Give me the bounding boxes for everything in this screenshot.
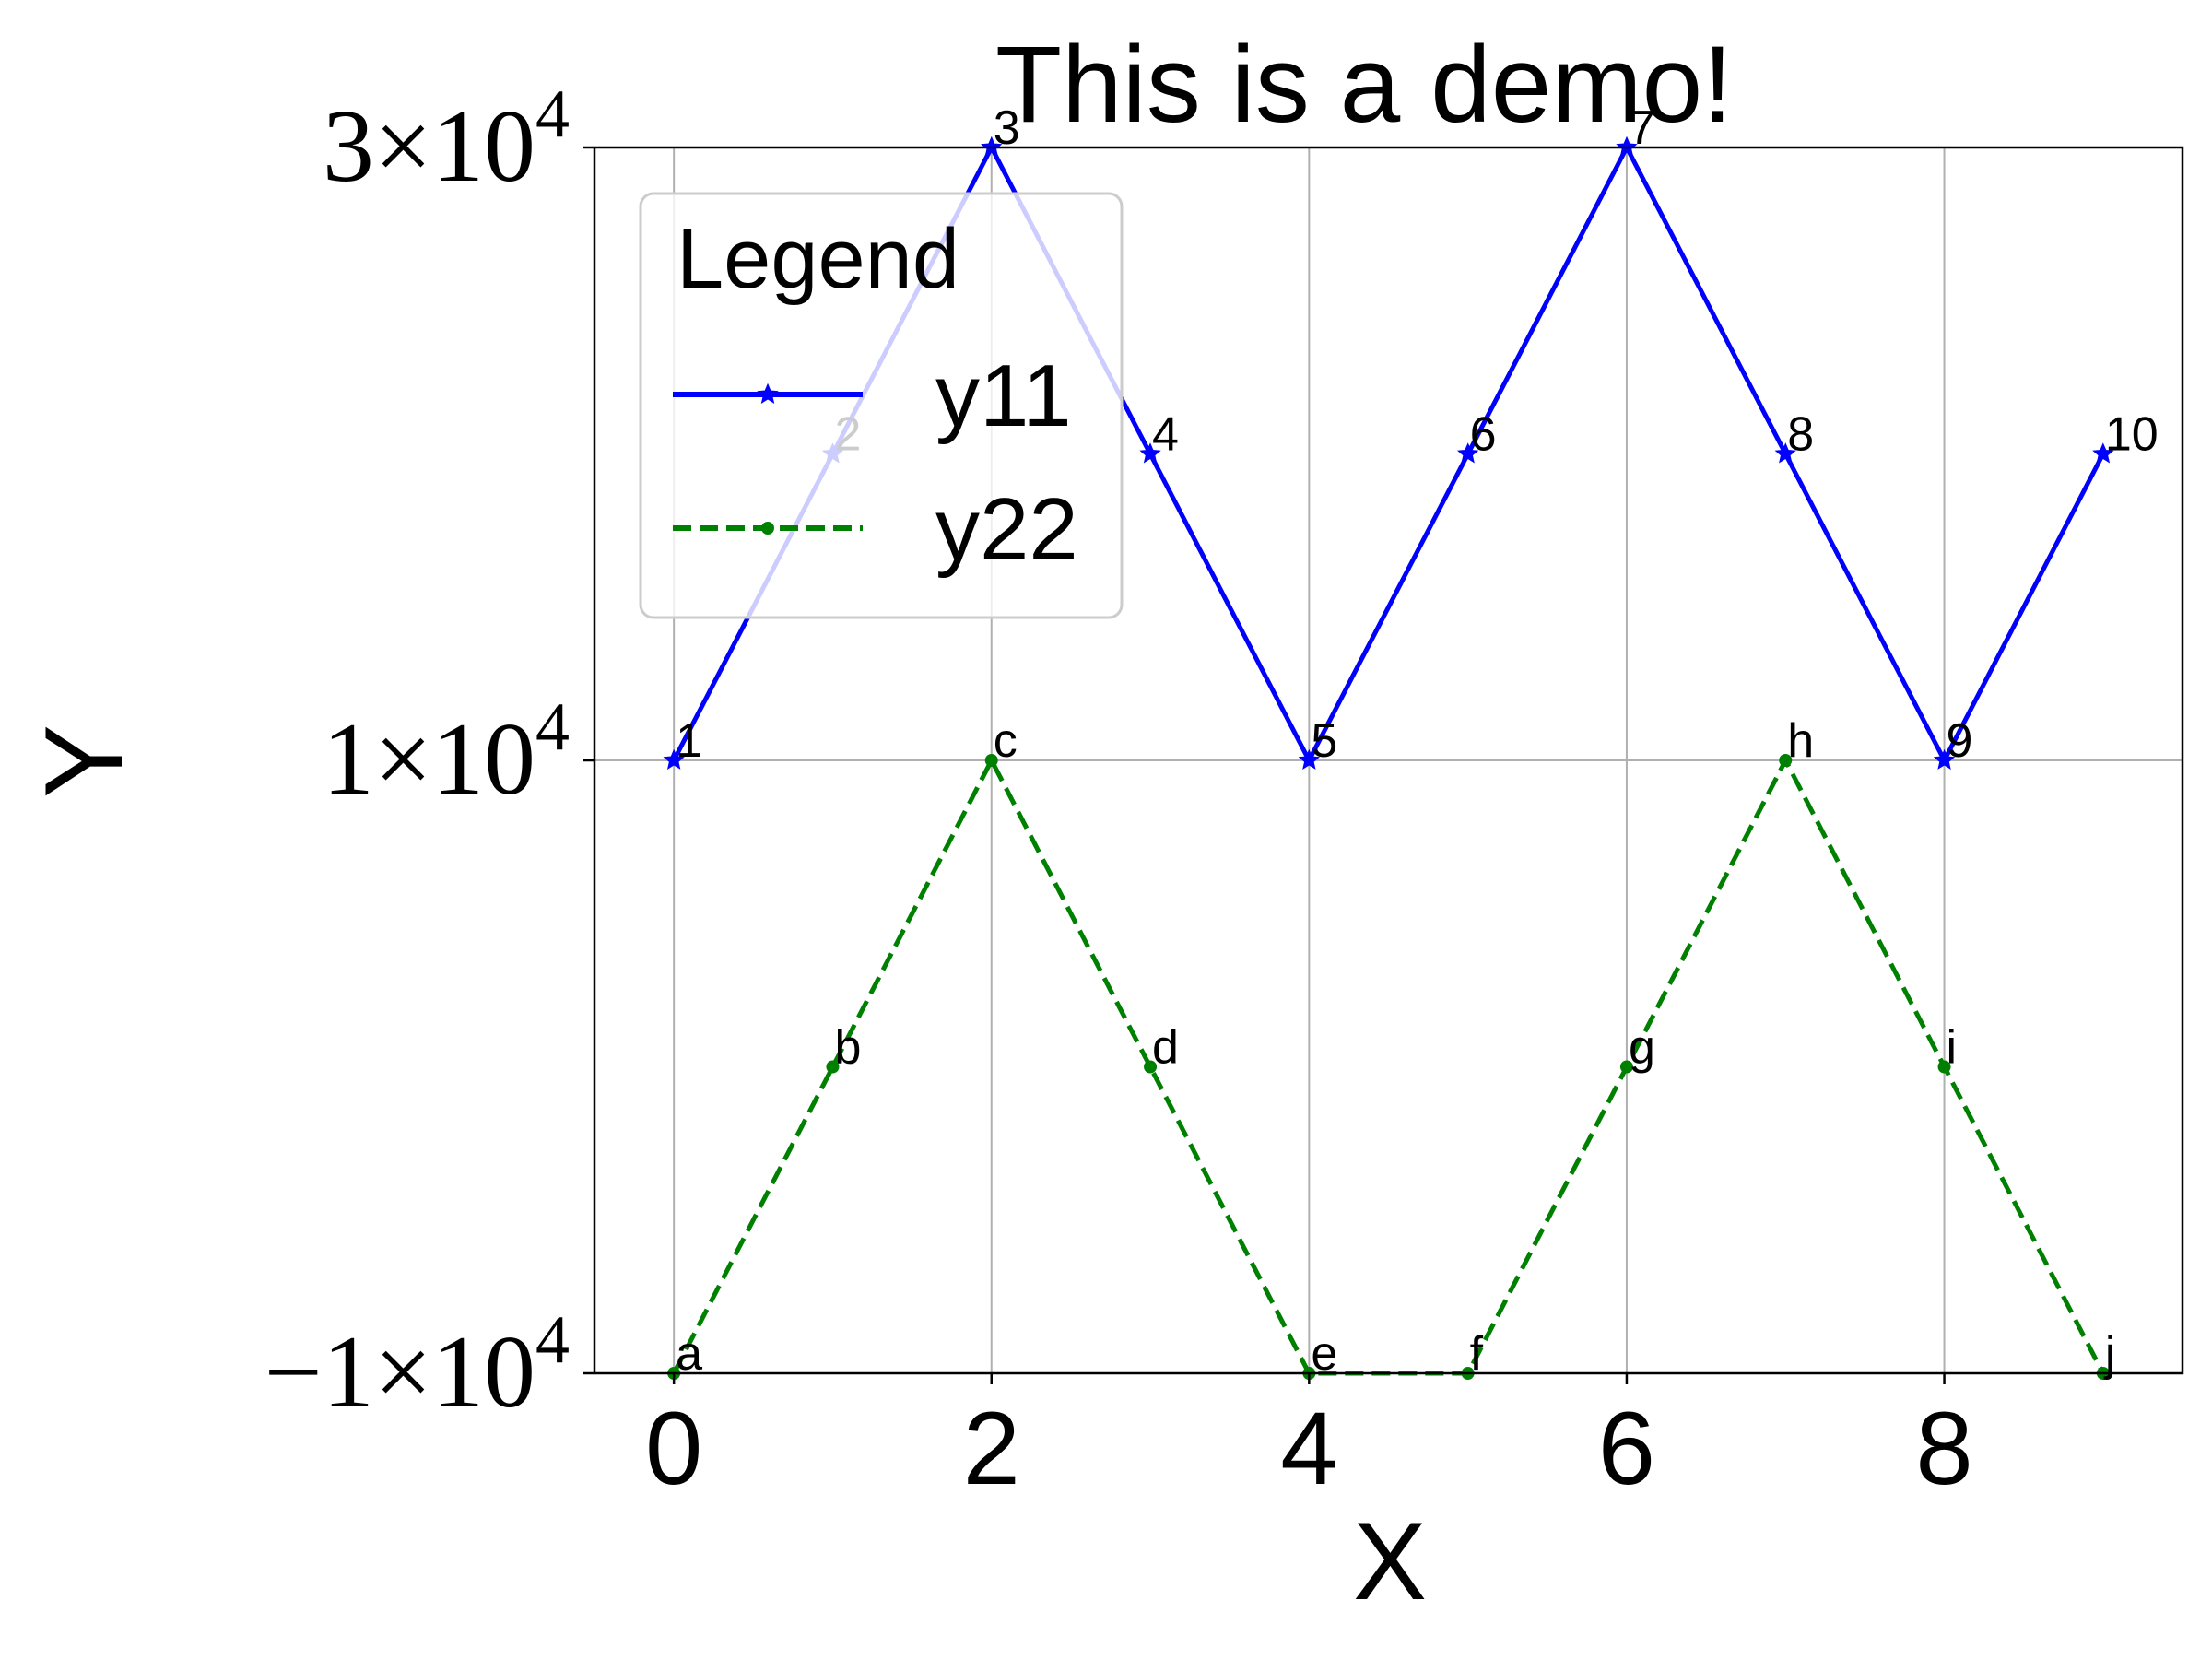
x-tick-label: 4 xyxy=(1280,1391,1337,1506)
dot-marker xyxy=(1619,1060,1633,1074)
star-marker xyxy=(2092,442,2114,464)
dot-marker xyxy=(1779,754,1793,767)
y-tick-mantissa: −1 xyxy=(265,1315,374,1430)
y-tick-times: × xyxy=(374,702,432,817)
point-label: 3 xyxy=(994,101,1020,155)
x-tick-label: 2 xyxy=(963,1391,1020,1506)
dot-marker xyxy=(1937,1060,1951,1074)
point-label: 9 xyxy=(1947,714,1973,768)
point-label: e xyxy=(1311,1327,1337,1381)
y-axis-label: Y xyxy=(22,724,146,798)
point-label: h xyxy=(1787,714,1814,768)
y-tick-mantissa: 3 xyxy=(323,89,374,204)
dot-marker xyxy=(984,754,998,767)
point-label: a xyxy=(676,1327,702,1381)
y-tick-base: 10 xyxy=(432,1315,535,1430)
x-tick-label: 8 xyxy=(1915,1391,1972,1506)
legend-entry-label: y22 xyxy=(935,480,1078,579)
x-axis-label: X xyxy=(1353,1500,1427,1623)
y-tick-label: −1×104 xyxy=(265,1302,570,1430)
point-label: g xyxy=(1629,1021,1655,1075)
point-label: 5 xyxy=(1311,714,1337,768)
point-label: i xyxy=(1947,1021,1958,1075)
point-label: 1 xyxy=(676,714,702,768)
dot-marker xyxy=(1144,1060,1158,1074)
point-label: f xyxy=(1470,1327,1484,1381)
y-tick-label: 3×104 xyxy=(323,76,570,204)
star-marker xyxy=(1298,748,1321,770)
star-marker xyxy=(757,382,779,404)
point-label: 7 xyxy=(1629,101,1655,155)
star-marker xyxy=(1139,442,1161,464)
point-label: 8 xyxy=(1787,408,1814,462)
x-tick-label: 0 xyxy=(645,1391,702,1506)
point-label: c xyxy=(994,714,1018,768)
y-tick-exponent: 4 xyxy=(535,1302,570,1378)
star-marker xyxy=(1774,442,1796,464)
y-tick-label: 1×104 xyxy=(323,689,570,817)
y-tick-exponent: 4 xyxy=(535,689,570,765)
legend: Legend y11 y22 xyxy=(639,192,1124,619)
star-marker xyxy=(663,748,685,770)
star-marker xyxy=(1933,748,1956,770)
point-label: 6 xyxy=(1470,408,1497,462)
chart-title: This is a demo! xyxy=(995,24,1733,146)
legend-box xyxy=(639,192,1124,619)
point-label: 4 xyxy=(1152,408,1179,462)
legend-entry-label: y11 xyxy=(935,347,1072,445)
y-tick-exponent: 4 xyxy=(535,76,570,152)
x-tick-label: 6 xyxy=(1598,1391,1655,1506)
point-label: 10 xyxy=(2105,408,2159,462)
y-tick-times: × xyxy=(374,89,432,204)
legend-title: Legend xyxy=(677,212,959,306)
y-tick-mantissa: 1 xyxy=(323,702,374,817)
legend-swatch-dot xyxy=(761,522,774,535)
point-label: b xyxy=(834,1021,861,1075)
dot-marker xyxy=(826,1060,840,1074)
point-label: d xyxy=(1152,1021,1179,1075)
star-marker xyxy=(1456,442,1479,464)
series-line-y22 xyxy=(671,758,2106,1376)
y-tick-times: × xyxy=(374,1315,432,1430)
point-label: j xyxy=(2103,1327,2116,1381)
y-tick-base: 10 xyxy=(432,702,535,817)
y-tick-base: 10 xyxy=(432,89,535,204)
